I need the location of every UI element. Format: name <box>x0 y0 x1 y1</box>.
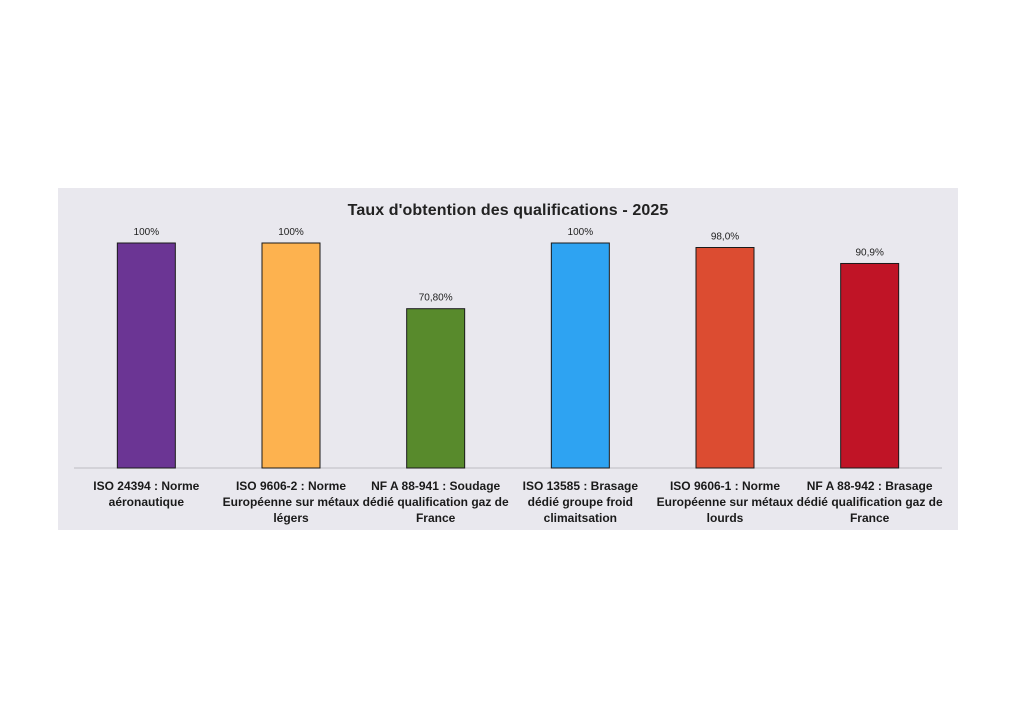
data-label: 100% <box>278 227 304 238</box>
chart-panel: Taux d'obtention des qualifications - 20… <box>58 188 958 530</box>
bar <box>116 242 176 469</box>
data-label: 70,80% <box>419 293 453 304</box>
data-label: 98,0% <box>711 232 739 243</box>
category-label: ISO 24394 : Norme aéronautique <box>93 479 200 509</box>
data-label: 90,9% <box>855 247 883 258</box>
category-label: ISO 9606-1 : Norme Européenne sur métaux… <box>656 479 794 525</box>
category-label: NF A 88-942 : Brasage dédié qualificatio… <box>796 479 943 525</box>
bar-chart: 100% 100% 70,80% 100% 98,0% 90,9% <box>74 227 942 469</box>
bar <box>695 247 755 469</box>
bar <box>406 308 466 469</box>
data-label: 100% <box>568 227 594 238</box>
category-label: NF A 88-941 : Soudage dédié qualificatio… <box>362 479 509 525</box>
category-label: ISO 13585 : Brasage dédié groupe froid c… <box>522 479 639 525</box>
chart-title: Taux d'obtention des qualifications - 20… <box>347 202 669 219</box>
category-label: ISO 9606-2 : Norme Européenne sur métaux… <box>222 479 360 525</box>
data-label: 100% <box>134 227 160 238</box>
bar <box>261 242 321 469</box>
bar <box>550 242 610 469</box>
bar <box>840 262 900 469</box>
